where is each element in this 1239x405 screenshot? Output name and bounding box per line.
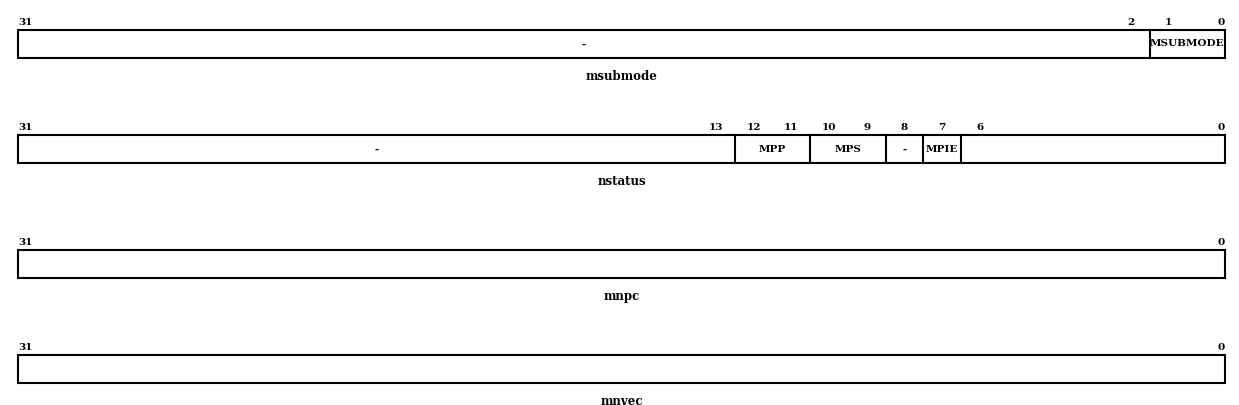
Text: MSUBMODE: MSUBMODE xyxy=(1150,40,1224,49)
Text: MPP: MPP xyxy=(758,145,786,153)
Text: 31: 31 xyxy=(19,343,32,352)
Text: 0: 0 xyxy=(1218,343,1225,352)
Text: 11: 11 xyxy=(784,123,798,132)
Text: nstatus: nstatus xyxy=(597,175,646,188)
Text: 2: 2 xyxy=(1127,18,1135,27)
Text: 0: 0 xyxy=(1218,18,1225,27)
Text: MPS: MPS xyxy=(834,145,861,153)
Text: 0: 0 xyxy=(1218,123,1225,132)
Bar xyxy=(19,355,1225,383)
Text: 31: 31 xyxy=(19,18,32,27)
Text: 1: 1 xyxy=(1165,18,1172,27)
Text: -: - xyxy=(902,145,907,153)
Text: 8: 8 xyxy=(901,123,908,132)
Text: 0: 0 xyxy=(1218,238,1225,247)
Text: msubmode: msubmode xyxy=(586,70,658,83)
Text: 9: 9 xyxy=(864,123,870,132)
Bar xyxy=(19,135,1225,163)
Text: 6: 6 xyxy=(976,123,984,132)
Text: 7: 7 xyxy=(938,123,945,132)
Bar xyxy=(19,30,1225,58)
Text: -: - xyxy=(581,40,586,49)
Text: MPIE: MPIE xyxy=(926,145,958,153)
Text: 13: 13 xyxy=(709,123,724,132)
Text: 12: 12 xyxy=(746,123,761,132)
Text: mnpc: mnpc xyxy=(603,290,639,303)
Text: -: - xyxy=(374,145,378,153)
Bar xyxy=(19,250,1225,278)
Text: 31: 31 xyxy=(19,238,32,247)
Text: mnvec: mnvec xyxy=(600,395,643,405)
Text: 10: 10 xyxy=(821,123,836,132)
Text: 31: 31 xyxy=(19,123,32,132)
